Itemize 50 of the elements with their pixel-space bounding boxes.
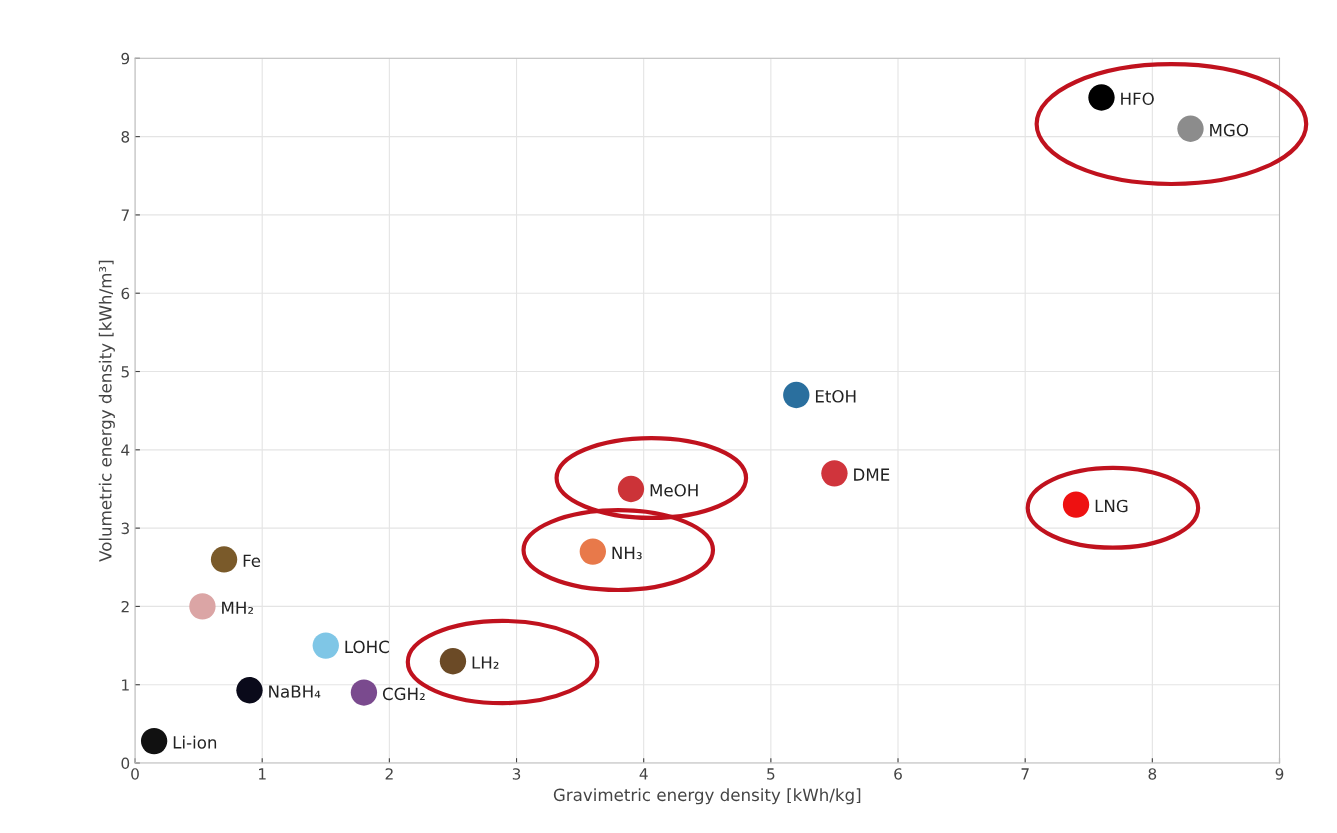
x-tick-label: 9 [1275,768,1284,780]
point [1088,84,1115,111]
annotation: EtOH [815,390,856,403]
point [439,648,467,675]
point [210,546,238,573]
annotation: MeOH [650,483,698,497]
y-tick-label: 3 [121,522,129,535]
point [1177,115,1204,142]
x-tick-label: 3 [512,768,521,780]
annotation: DME [854,468,890,481]
annotation: LH₂ [472,656,499,669]
point [236,677,263,704]
y-tick-label: 5 [121,366,129,378]
y-tick-label: 1 [122,679,129,691]
annotation: LNG [1095,499,1128,513]
annotation: NaBH₄ [269,685,321,698]
x-tick-label: 7 [1021,768,1029,780]
y-tick-label: 2 [121,600,129,613]
point [1062,491,1090,518]
annotation: NH₃ [612,546,642,560]
x-tick-label: 5 [767,768,775,780]
point [189,593,216,620]
annotation: MH₂ [222,601,254,614]
y-tick-label: 8 [121,131,130,143]
x-axis-title: Gravimetric energy density [kWh/kg] [553,788,861,805]
y-tick-label: 4 [121,444,130,456]
annotation: Li-ion [173,735,217,749]
point [579,538,606,565]
x-tick-label: 0 [131,768,139,780]
y-tick-label: 7 [121,209,129,221]
point [783,381,810,409]
y-axis-title: Volumetric energy density [kWh/m³] [98,260,115,562]
y-tick-label: 9 [121,52,130,65]
y-tick-label: 6 [121,287,130,300]
point [350,679,378,706]
x-tick-label: 6 [894,768,902,780]
annotation: LOHC [345,640,389,654]
point [821,460,848,487]
x-tick-label: 4 [639,768,648,780]
annotation: MGO [1210,123,1249,137]
annotation: CGH₂ [382,687,425,701]
point [140,727,168,755]
x-tick-label: 1 [259,768,266,780]
x-tick-label: 2 [385,768,393,780]
point [312,632,339,659]
x-tick-label: 8 [1148,768,1157,780]
annotation: Fe [243,554,261,568]
point [617,475,645,503]
y-tick-label: 0 [121,757,130,770]
annotation: HFO [1121,92,1154,106]
